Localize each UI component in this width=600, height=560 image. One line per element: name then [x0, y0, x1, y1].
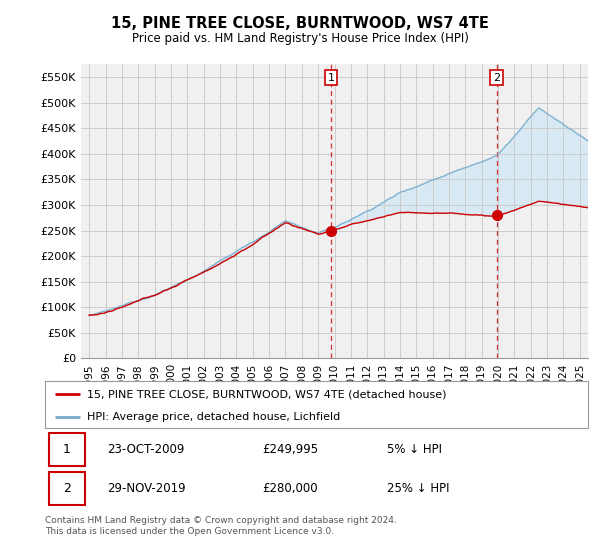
Text: £249,995: £249,995 — [262, 443, 319, 456]
Text: HPI: Average price, detached house, Lichfield: HPI: Average price, detached house, Lich… — [87, 412, 340, 422]
Text: 5% ↓ HPI: 5% ↓ HPI — [387, 443, 442, 456]
Text: 1: 1 — [328, 73, 335, 83]
Text: 25% ↓ HPI: 25% ↓ HPI — [387, 482, 449, 495]
Text: 1: 1 — [63, 443, 71, 456]
Text: 15, PINE TREE CLOSE, BURNTWOOD, WS7 4TE (detached house): 15, PINE TREE CLOSE, BURNTWOOD, WS7 4TE … — [87, 389, 446, 399]
Text: £280,000: £280,000 — [262, 482, 318, 495]
FancyBboxPatch shape — [49, 433, 85, 466]
Text: 2: 2 — [493, 73, 500, 83]
FancyBboxPatch shape — [49, 472, 85, 505]
Text: 15, PINE TREE CLOSE, BURNTWOOD, WS7 4TE: 15, PINE TREE CLOSE, BURNTWOOD, WS7 4TE — [111, 16, 489, 31]
Text: 29-NOV-2019: 29-NOV-2019 — [107, 482, 186, 495]
Text: Price paid vs. HM Land Registry's House Price Index (HPI): Price paid vs. HM Land Registry's House … — [131, 32, 469, 45]
Text: 23-OCT-2009: 23-OCT-2009 — [107, 443, 185, 456]
Text: 2: 2 — [63, 482, 71, 495]
Text: Contains HM Land Registry data © Crown copyright and database right 2024.
This d: Contains HM Land Registry data © Crown c… — [45, 516, 397, 536]
